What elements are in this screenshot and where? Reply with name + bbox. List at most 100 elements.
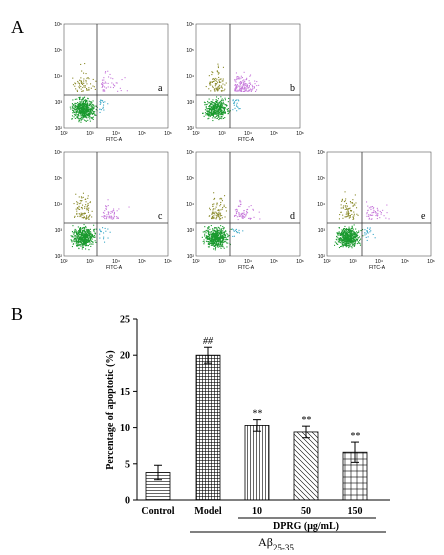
flow-event-dot <box>216 233 218 235</box>
flow-event-dot <box>217 71 219 73</box>
flow-event-dot <box>88 115 90 117</box>
flow-event-dot <box>111 211 113 213</box>
flow-event-dot <box>347 243 349 245</box>
flow-event-dot <box>217 242 219 244</box>
flow-event-dot <box>341 238 343 240</box>
flow-event-dot <box>386 204 388 206</box>
flow-event-dot <box>245 215 247 217</box>
flow-event-dot <box>212 232 214 234</box>
flow-event-dot <box>86 110 88 112</box>
flow-event-dot <box>366 201 368 203</box>
flow-event-dot <box>100 230 102 232</box>
flow-event-dot <box>80 200 82 202</box>
flow-event-dot <box>216 88 218 90</box>
flow-event-dot <box>77 243 79 245</box>
flow-event-dot <box>338 218 340 220</box>
flow-event-dot <box>218 76 220 78</box>
flow-event-dot <box>86 235 88 237</box>
flow-event-dot <box>354 237 356 239</box>
flow-event-dot <box>346 211 348 213</box>
flow-event-dot <box>202 241 204 243</box>
flow-event-dot <box>349 229 351 231</box>
flow-event-dot <box>209 81 211 83</box>
flow-event-dot <box>80 101 82 103</box>
flow-event-dot <box>87 239 89 241</box>
flow-event-dot <box>213 236 215 238</box>
flow-event-dot <box>81 109 83 111</box>
flow-event-dot <box>220 106 222 108</box>
flow-event-dot <box>235 99 237 101</box>
flow-event-dot <box>217 112 219 114</box>
flow-event-dot <box>89 118 91 120</box>
flow-event-dot <box>226 233 228 235</box>
flow-event-dot <box>353 213 355 215</box>
flow-event-dot <box>75 243 77 245</box>
flow-event-dot <box>225 230 227 232</box>
flow-x-tick-label: 10⁵ <box>270 131 278 137</box>
flow-event-dot <box>115 216 117 218</box>
flow-event-dot <box>382 209 384 211</box>
flow-event-dot <box>84 86 86 88</box>
flow-event-dot <box>94 113 96 115</box>
flow-event-dot <box>216 87 218 89</box>
flow-event-dot <box>207 113 209 115</box>
flow-event-dot <box>241 216 243 218</box>
flow-event-dot <box>87 204 89 206</box>
flow-event-dot <box>368 218 370 220</box>
flow-event-dot <box>236 209 238 211</box>
flow-event-dot <box>250 83 252 85</box>
flow-event-dot <box>216 106 218 108</box>
flow-event-dot <box>71 240 73 242</box>
flow-event-dot <box>246 86 248 88</box>
flow-event-dot <box>84 96 86 98</box>
flow-event-dot <box>86 103 88 105</box>
flow-event-dot <box>224 216 226 218</box>
flow-event-dot <box>225 207 227 209</box>
flow-event-dot <box>241 77 243 79</box>
flow-event-dot <box>80 110 82 112</box>
flow-event-dot <box>75 208 77 210</box>
flow-event-dot <box>219 238 221 240</box>
flow-event-dot <box>89 238 91 240</box>
flow-event-dot <box>249 82 251 84</box>
flow-event-dot <box>79 243 81 245</box>
flow-event-dot <box>78 104 80 106</box>
flow-event-dot <box>79 111 81 113</box>
flow-event-dot <box>83 100 85 102</box>
flow-event-dot <box>74 237 76 239</box>
flow-event-dot <box>340 233 342 235</box>
flow-event-dot <box>85 201 87 203</box>
flow-event-dot <box>342 214 344 216</box>
flow-event-dot <box>219 246 221 248</box>
flow-event-dot <box>224 107 226 109</box>
flow-event-dot <box>81 111 83 113</box>
y-tick-label: 25 <box>120 315 130 326</box>
flow-event-dot <box>376 214 378 216</box>
flow-event-dot <box>86 101 88 103</box>
flow-event-dot <box>366 213 368 215</box>
flow-event-dot <box>82 239 84 241</box>
flow-event-dot <box>86 110 88 112</box>
flow-event-dot <box>90 111 92 113</box>
flow-event-dot <box>89 236 91 238</box>
flow-event-dot <box>372 208 374 210</box>
flow-event-dot <box>342 207 344 209</box>
flow-event-dot <box>221 85 223 87</box>
flow-event-dot <box>339 239 341 241</box>
flow-event-dot <box>239 199 241 201</box>
flow-event-dot <box>80 85 82 87</box>
flow-event-dot <box>215 206 217 208</box>
flow-event-dot <box>80 245 82 247</box>
flow-y-tick-label: 10⁵ <box>54 176 62 182</box>
flow-event-dot <box>221 105 223 107</box>
flow-event-dot <box>217 237 219 239</box>
flow-event-dot <box>256 81 258 83</box>
flow-event-dot <box>79 101 81 103</box>
flow-event-dot <box>82 102 84 104</box>
flow-event-dot <box>221 114 223 116</box>
flow-event-dot <box>339 237 341 239</box>
flow-event-dot <box>80 77 82 79</box>
flow-event-dot <box>86 216 88 218</box>
flow-event-dot <box>207 246 209 248</box>
flow-event-dot <box>221 236 223 238</box>
